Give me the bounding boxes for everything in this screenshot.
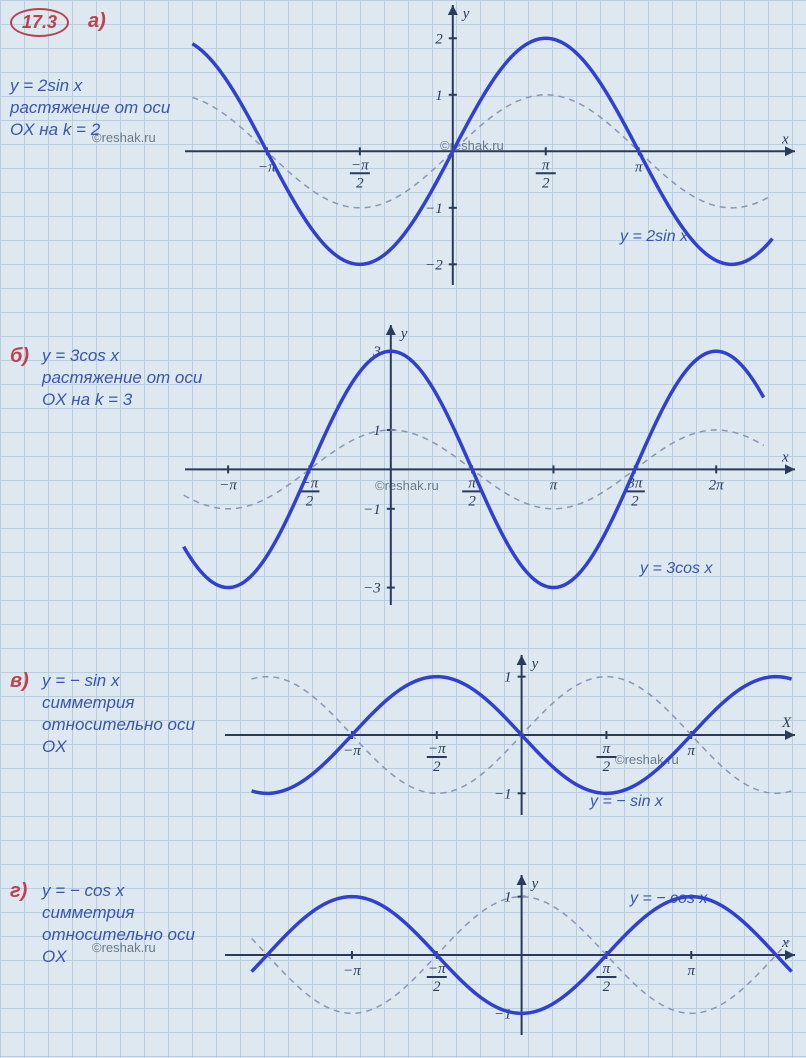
svg-text:2: 2 — [631, 493, 639, 509]
svg-text:−π: −π — [219, 477, 237, 493]
svg-text:2: 2 — [468, 493, 476, 509]
svg-text:y: y — [530, 876, 539, 892]
svg-text:−2: −2 — [425, 257, 443, 273]
svg-text:π: π — [542, 157, 550, 173]
svg-text:1: 1 — [504, 890, 512, 906]
svg-text:X: X — [781, 715, 792, 731]
note-text: растяжение от оси OX на k = 3 — [42, 368, 202, 409]
svg-text:π: π — [603, 961, 611, 977]
svg-text:−π: −π — [343, 743, 361, 759]
svg-text:2π: 2π — [709, 477, 725, 493]
note-text: растяжение от оси OX на k = 2 — [10, 98, 170, 139]
part-v-label: в) — [10, 670, 29, 693]
svg-text:y: y — [461, 6, 470, 22]
part-b-label: б) — [10, 345, 29, 368]
part-g-note: y = − cos x симметрия относительно оси O… — [42, 880, 222, 968]
svg-text:2: 2 — [433, 759, 441, 775]
formula: y = − sin x — [42, 671, 119, 690]
svg-text:π: π — [687, 963, 695, 979]
formula: y = 2sin x — [10, 76, 82, 95]
svg-text:−1: −1 — [425, 201, 443, 217]
svg-text:−3: −3 — [363, 581, 381, 597]
svg-text:2: 2 — [603, 979, 611, 995]
svg-text:1: 1 — [504, 670, 512, 686]
svg-text:1: 1 — [435, 88, 443, 104]
svg-text:2: 2 — [306, 493, 314, 509]
svg-text:1: 1 — [373, 423, 381, 439]
svg-text:−π: −π — [351, 157, 369, 173]
svg-text:−π: −π — [428, 741, 446, 757]
svg-text:−1: −1 — [494, 786, 512, 802]
svg-text:2: 2 — [433, 979, 441, 995]
svg-text:π: π — [635, 159, 643, 175]
svg-text:π: π — [687, 743, 695, 759]
svg-text:x: x — [781, 449, 789, 465]
part-a-label: a) — [88, 10, 106, 33]
svg-text:−π: −π — [343, 963, 361, 979]
svg-text:2: 2 — [542, 175, 550, 191]
chart-b: yx−π−π2π2π3π22π−3−113 — [180, 320, 800, 610]
svg-text:x: x — [781, 131, 789, 147]
svg-text:2: 2 — [435, 31, 443, 47]
part-g-label: г) — [10, 880, 27, 903]
note-text: симметрия относительно оси OX — [42, 693, 195, 756]
svg-text:2: 2 — [356, 175, 364, 191]
part-a-note: y = 2sin x растяжение от оси OX на k = 2 — [10, 75, 190, 141]
note-text: симметрия относительно оси OX — [42, 903, 195, 966]
problem-number: 17.3 — [10, 8, 69, 37]
svg-text:π: π — [550, 477, 558, 493]
formula: y = − cos x — [42, 881, 124, 900]
svg-text:−1: −1 — [363, 502, 381, 518]
chart-a: yx−π−π2π2π−2−112 — [180, 0, 800, 290]
svg-text:π: π — [603, 741, 611, 757]
part-v-note: y = − sin x симметрия относительно оси O… — [42, 670, 222, 758]
svg-text:y: y — [399, 326, 408, 342]
chart-g: yx−π−π2π2π−11 — [220, 870, 800, 1040]
chart-v: y X −π −π 2 π 2 π −1 1 — [220, 650, 800, 820]
formula: y = 3cos x — [42, 346, 119, 365]
svg-text:y: y — [530, 656, 539, 672]
svg-text:2: 2 — [603, 759, 611, 775]
